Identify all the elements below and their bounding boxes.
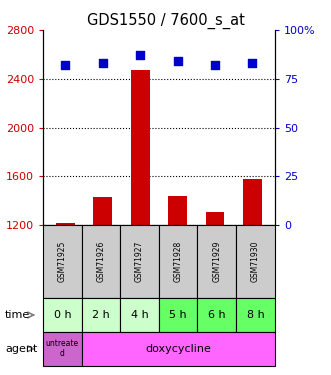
Point	[100, 60, 106, 66]
Text: GDS1550 / 7600_s_at: GDS1550 / 7600_s_at	[87, 13, 244, 29]
Text: 5 h: 5 h	[169, 310, 187, 320]
Bar	[206, 211, 224, 225]
Text: GSM71929: GSM71929	[212, 241, 221, 282]
Point	[63, 62, 68, 68]
Text: 6 h: 6 h	[208, 310, 226, 320]
Bar	[243, 179, 261, 225]
Point	[212, 62, 217, 68]
Text: time: time	[5, 310, 30, 320]
Point	[138, 53, 143, 58]
Text: doxycycline: doxycycline	[145, 344, 211, 354]
Point	[175, 58, 180, 64]
Text: 0 h: 0 h	[54, 310, 71, 320]
Text: GSM71930: GSM71930	[251, 241, 260, 282]
Bar	[93, 197, 112, 225]
Text: GSM71928: GSM71928	[174, 241, 183, 282]
Text: 4 h: 4 h	[131, 310, 148, 320]
Text: GSM71925: GSM71925	[58, 241, 67, 282]
Point	[250, 60, 255, 66]
Text: 8 h: 8 h	[247, 310, 264, 320]
Text: untreate
d: untreate d	[46, 339, 79, 358]
Text: GSM71926: GSM71926	[96, 241, 106, 282]
Text: 2 h: 2 h	[92, 310, 110, 320]
Bar	[56, 223, 75, 225]
Bar	[131, 70, 150, 225]
Text: GSM71927: GSM71927	[135, 241, 144, 282]
Text: agent: agent	[5, 344, 37, 354]
Bar	[168, 196, 187, 225]
